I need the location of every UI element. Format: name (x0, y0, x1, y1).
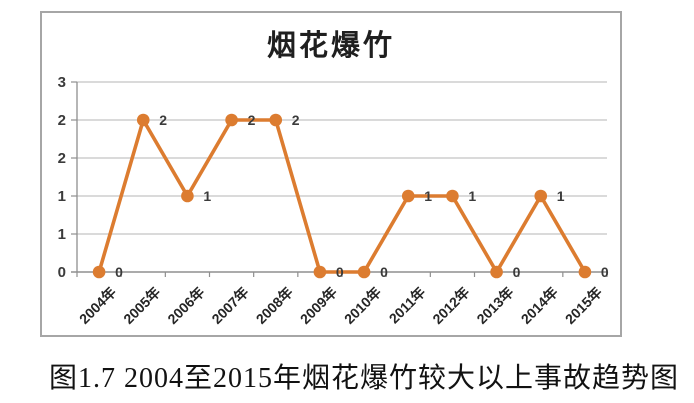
data-point-label: 2 (248, 112, 256, 128)
data-point-label: 0 (336, 264, 344, 280)
data-point-label: 2 (292, 112, 300, 128)
data-point-marker (136, 113, 150, 127)
chart-area: 烟花爆竹 3 2 2 1 1 0 0 2 1 2 2 0 0 1 1 0 1 0 2004年 2005年 2006年 20… (40, 11, 622, 337)
data-point-marker (578, 265, 592, 279)
data-point-marker (92, 265, 106, 279)
data-point-marker (357, 265, 371, 279)
data-point-marker (490, 265, 503, 279)
y-tick-label: 3 (58, 74, 66, 91)
data-point-label: 0 (513, 264, 521, 280)
y-tick-label: 1 (58, 188, 66, 205)
x-tick-label: 2008年 (253, 284, 296, 327)
x-tick-label: 2011年 (386, 284, 429, 327)
data-point-marker (181, 189, 194, 203)
y-tick-label: 2 (58, 112, 66, 129)
data-point-label: 1 (468, 188, 476, 204)
y-tick-label: 2 (58, 150, 66, 167)
x-tick-label: 2004年 (76, 284, 119, 327)
x-tick-label: 2015年 (562, 284, 605, 327)
data-point-label: 1 (424, 188, 432, 204)
series-line (97, 118, 587, 274)
x-tick-label: 2013年 (473, 284, 516, 327)
y-tick-label: 0 (58, 264, 66, 281)
x-tick-label: 2009年 (297, 284, 340, 327)
data-point-marker (225, 113, 238, 127)
x-tick-label: 2012年 (429, 284, 472, 327)
data-point-label: 2 (159, 112, 167, 128)
x-tick-label: 2007年 (208, 284, 251, 327)
data-point-label: 1 (203, 188, 211, 204)
data-point-marker (269, 113, 283, 127)
x-tick-label: 2005年 (120, 284, 163, 327)
y-tick-label: 1 (58, 226, 66, 243)
data-point-label: 0 (115, 264, 123, 280)
data-point-marker (446, 189, 459, 203)
data-point-marker (401, 189, 415, 203)
data-point-marker (534, 189, 548, 203)
x-tick-label: 2014年 (518, 284, 561, 327)
data-point-label: 0 (380, 264, 388, 280)
data-point-label: 1 (557, 188, 565, 204)
x-tick-label: 2010年 (341, 284, 384, 327)
data-point-label: 0 (601, 264, 609, 280)
data-point-marker (313, 265, 327, 279)
figure-caption: 图1.7 2004至2015年烟花爆竹较大以上事故趋势图 (48, 363, 679, 394)
chart-title: 烟花爆竹 (266, 30, 395, 62)
x-tick-label: 2006年 (164, 284, 207, 327)
